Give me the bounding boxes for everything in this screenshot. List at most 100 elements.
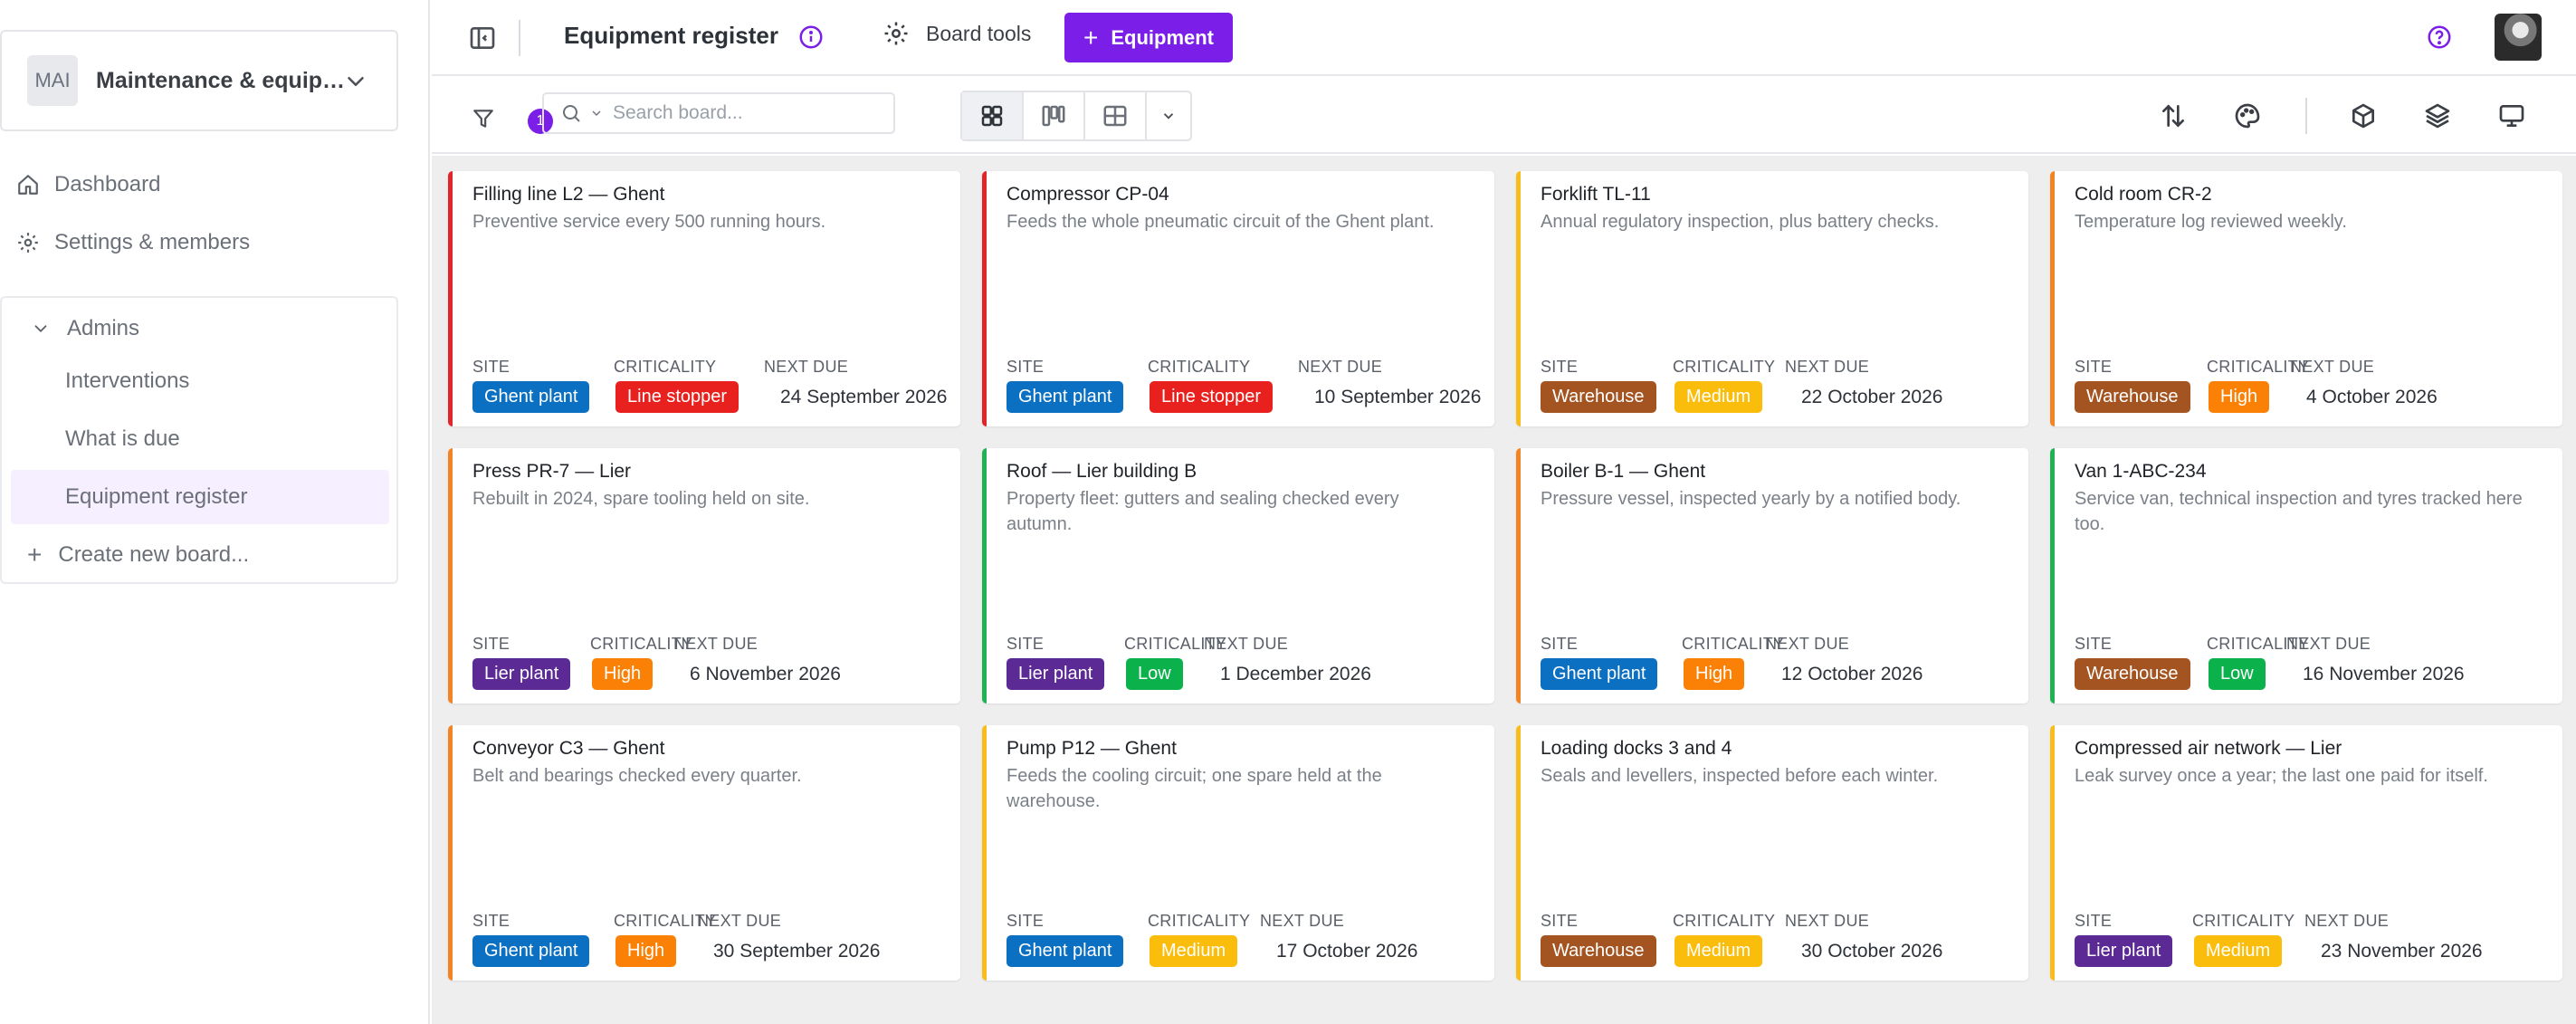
monitor-icon[interactable]	[2497, 101, 2526, 130]
view-kanban-button[interactable]	[1024, 92, 1085, 139]
sort-icon[interactable]	[2159, 101, 2188, 130]
equipment-card[interactable]: Compressor CP-04 Feeds the whole pneumati…	[982, 171, 1494, 426]
criticality-field-label: CRITICALITY	[1148, 358, 1251, 376]
equipment-card[interactable]: Boiler B-1 — Ghent Pressure vessel, inspe…	[1516, 448, 2028, 703]
criticality-tag: Line stopper	[615, 381, 739, 413]
equipment-card[interactable]: Forklift TL-11 Annual regulatory inspecti…	[1516, 171, 2028, 426]
criticality-tag: Line stopper	[1150, 381, 1274, 413]
equipment-card[interactable]: Pump P12 — Ghent Feeds the cooling circui…	[982, 725, 1494, 981]
gear-icon	[884, 22, 908, 45]
criticality-field-label: CRITICALITY	[1124, 635, 1227, 653]
next-due-value: 17 October 2026	[1276, 941, 1418, 962]
search-box[interactable]	[542, 92, 895, 134]
criticality-tag: Medium	[1150, 935, 1238, 967]
create-board-link[interactable]: + Create new board...	[27, 541, 249, 569]
site-field-label: SITE	[1541, 358, 1579, 376]
equipment-card[interactable]: Conveyor C3 — Ghent Belt and bearings che…	[448, 725, 960, 981]
view-more-button[interactable]	[1147, 92, 1190, 139]
card-description: Pressure vessel, inspected yearly by a n…	[1541, 489, 1961, 509]
chevron-down-icon	[1163, 113, 1174, 120]
card-description: Property fleet: gutters and sealing chec…	[1007, 489, 1399, 534]
criticality-field-label: CRITICALITY	[590, 635, 693, 653]
next-due-field-label: NEXT DUE	[1765, 635, 1850, 653]
card-description: Service van, technical inspection and ty…	[2075, 489, 2523, 534]
criticality-tag: Low	[1126, 658, 1183, 690]
plus-icon: +	[1083, 23, 1099, 52]
card-description: Rebuilt in 2024, spare tooling held on s…	[472, 489, 810, 509]
view-table-button[interactable]	[1085, 92, 1147, 139]
palette-icon[interactable]	[2233, 101, 2262, 130]
sidebar-toggle-icon[interactable]	[468, 24, 497, 53]
next-due-value: 10 September 2026	[1314, 387, 1482, 407]
nav-settings-members[interactable]: Settings & members	[16, 225, 250, 261]
card-title: Van 1-ABC-234	[2075, 461, 2207, 482]
next-due-field-label: NEXT DUE	[2290, 358, 2375, 376]
site-field-label: SITE	[472, 635, 510, 653]
board-item-what-is-due[interactable]: What is due	[65, 426, 180, 451]
criticality-field-label: CRITICALITY	[2192, 912, 2295, 930]
card-title: Boiler B-1 — Ghent	[1541, 461, 1706, 482]
criticality-tag: Medium	[1674, 381, 1763, 413]
card-title: Press PR-7 — Lier	[472, 461, 632, 482]
next-due-value: 16 November 2026	[2303, 664, 2465, 684]
equipment-card[interactable]: Filling line L2 — Ghent Preventive servic…	[448, 171, 960, 426]
add-equipment-button[interactable]: + Equipment	[1064, 13, 1233, 62]
card-title: Filling line L2 — Ghent	[472, 184, 665, 205]
chevron-down-icon	[34, 325, 47, 333]
board-item-interventions[interactable]: Interventions	[65, 368, 190, 393]
criticality-tag: High	[2209, 381, 2270, 413]
add-equipment-label: Equipment	[1111, 25, 1215, 49]
board-toolbar: 1	[432, 78, 2576, 154]
site-tag: Ghent plant	[1541, 658, 1658, 690]
nav-dashboard[interactable]: Dashboard	[16, 167, 160, 203]
criticality-field-label: CRITICALITY	[1673, 358, 1776, 376]
help-icon[interactable]	[2426, 24, 2453, 51]
next-due-value: 30 September 2026	[713, 941, 881, 962]
layers-icon[interactable]	[2423, 101, 2452, 130]
filter-button[interactable]: 1	[472, 100, 553, 136]
card-description: Feeds the whole pneumatic circuit of the…	[1007, 212, 1435, 232]
group-header-admins[interactable]: Admins	[31, 316, 139, 341]
info-icon[interactable]	[797, 24, 825, 51]
cube-icon[interactable]	[2349, 101, 2378, 130]
site-field-label: SITE	[472, 912, 510, 930]
site-tag: Warehouse	[1541, 381, 1656, 413]
equipment-card[interactable]: Van 1-ABC-234 Service van, technical insp…	[2050, 448, 2562, 703]
next-due-field-label: NEXT DUE	[1260, 912, 1345, 930]
gear-icon	[18, 233, 38, 253]
criticality-tag: High	[1684, 658, 1745, 690]
criticality-field-label: CRITICALITY	[614, 358, 717, 376]
table-view-icon	[1103, 105, 1127, 127]
kanban-view-icon	[1042, 105, 1065, 127]
topbar: Equipment register Board tools + Equipme…	[432, 0, 2576, 76]
divider	[519, 20, 520, 56]
home-icon	[18, 175, 38, 195]
next-due-value: 23 November 2026	[2321, 941, 2483, 962]
next-due-value: 4 October 2026	[2306, 387, 2438, 407]
next-due-field-label: NEXT DUE	[1785, 912, 1870, 930]
next-due-field-label: NEXT DUE	[2304, 912, 2390, 930]
equipment-card[interactable]: Press PR-7 — Lier Rebuilt in 2024, spare …	[448, 448, 960, 703]
card-title: Pump P12 — Ghent	[1007, 738, 1177, 759]
card-title: Roof — Lier building B	[1007, 461, 1197, 482]
group-label: Admins	[67, 316, 140, 340]
nav-dashboard-label: Dashboard	[54, 172, 161, 196]
criticality-tag: High	[592, 658, 654, 690]
equipment-card[interactable]: Cold room CR-2 Temperature log reviewed w…	[2050, 171, 2562, 426]
equipment-card[interactable]: Loading docks 3 and 4 Seals and levellers…	[1516, 725, 2028, 981]
board-tools-button[interactable]: Board tools	[883, 20, 1031, 47]
search-input[interactable]	[613, 102, 875, 124]
filter-icon	[473, 110, 493, 128]
next-due-field-label: NEXT DUE	[697, 912, 782, 930]
equipment-card[interactable]: Roof — Lier building B Property fleet: gu…	[982, 448, 1494, 703]
chevron-down-icon	[348, 77, 364, 86]
criticality-tag: High	[615, 935, 677, 967]
search-icon	[563, 105, 580, 122]
chevron-down-icon[interactable]	[589, 106, 604, 120]
equipment-card[interactable]: Compressed air network — Lier Leak survey…	[2050, 725, 2562, 981]
board-item-equipment-register[interactable]: Equipment register	[11, 470, 389, 524]
create-board-label: Create new board...	[58, 542, 250, 567]
view-grid-button[interactable]	[962, 92, 1024, 139]
user-avatar[interactable]	[2495, 14, 2542, 61]
workspace-switcher[interactable]: MAI Maintenance & equipment	[0, 30, 398, 131]
